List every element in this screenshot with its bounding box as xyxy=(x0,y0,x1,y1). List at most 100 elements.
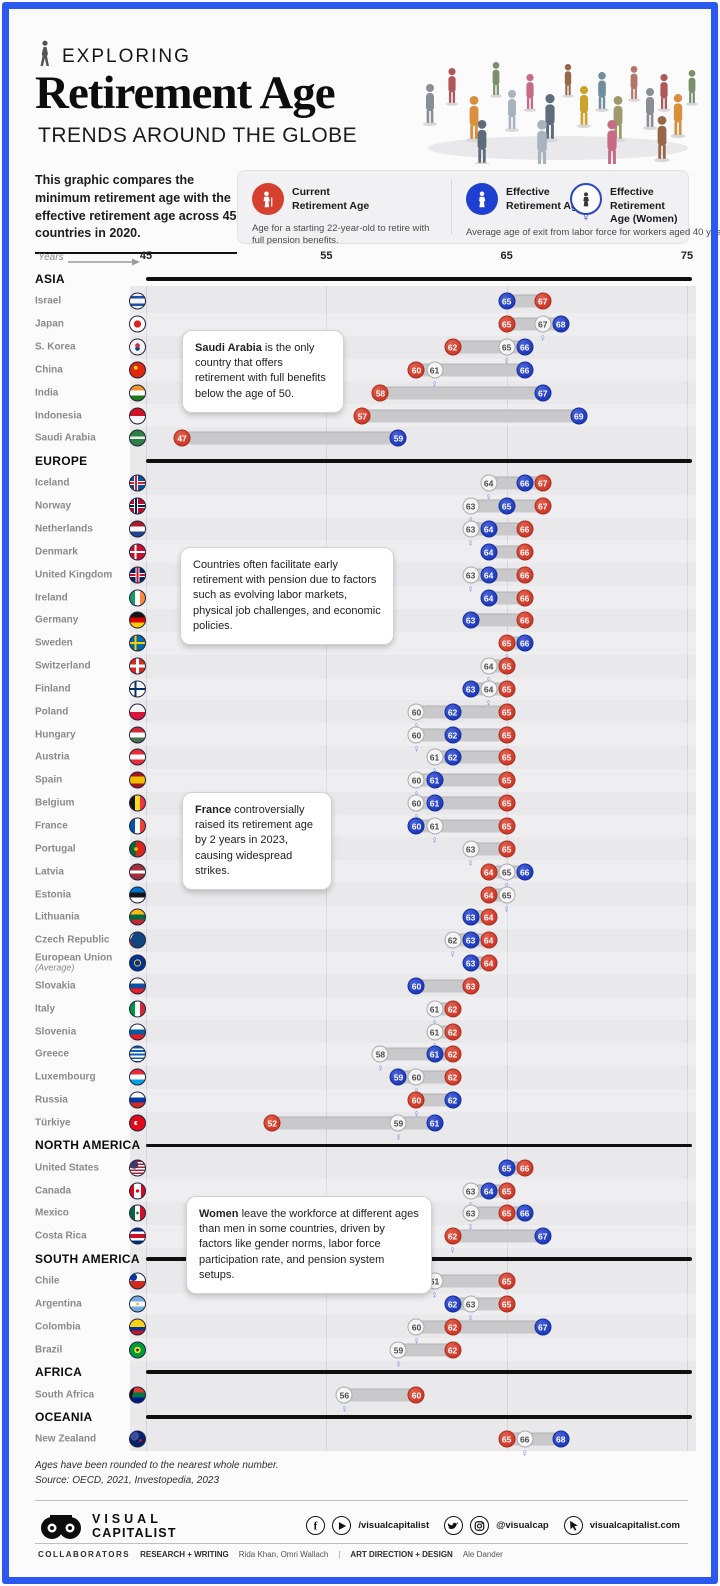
venus-icon: ♀ xyxy=(502,355,511,368)
flag-icon xyxy=(129,1341,146,1359)
range-bar xyxy=(428,1274,513,1288)
marker-women: 66 ♀ xyxy=(516,1430,534,1460)
flag-icon xyxy=(129,931,146,949)
marker-women: 65♀ xyxy=(498,886,516,915)
marker-effective: 66 xyxy=(516,338,534,356)
visual-capitalist-logo: VISUAL CAPITALIST xyxy=(38,1510,177,1542)
instagram-icon[interactable] xyxy=(470,1516,490,1535)
marker-effective: 62 xyxy=(444,1091,462,1109)
axis-label: Years xyxy=(38,252,64,263)
marker-effective: 66 xyxy=(516,361,534,379)
marker-effective: 64 xyxy=(480,1182,498,1200)
cursor-icon[interactable] xyxy=(563,1516,583,1535)
country-row: Czech Republic 62 ♀ 63 64 xyxy=(0,929,720,961)
country-row: Türkiye 52 59 ♀ 61 xyxy=(0,1112,720,1143)
marker-current: 64 xyxy=(480,863,498,881)
footnote-rounding: Ages have been rounded to the nearest wh… xyxy=(35,1460,279,1471)
flag-icon xyxy=(129,384,146,402)
country-label: Poland xyxy=(35,706,69,718)
country-row: Finland 63 64 ♀ 65 xyxy=(0,677,720,709)
section-label: NORTH AMERICA xyxy=(35,1138,141,1153)
marker-current: 65 xyxy=(498,1272,516,1290)
venus-icon: ♀ xyxy=(484,491,493,504)
facebook-icon[interactable]: f xyxy=(306,1516,326,1535)
legend-item-effective: Effective Retirement Age xyxy=(466,183,583,215)
flag-icon xyxy=(129,703,146,721)
marker-effective: 64 xyxy=(480,566,498,584)
flag-icon xyxy=(129,1045,146,1063)
country-row: France 60 61 ♀ 65 xyxy=(0,814,720,846)
social-handle[interactable]: visualcapitalist.com xyxy=(589,1520,680,1531)
marker-current: 67 xyxy=(534,474,552,492)
footnote-source: Source: OECD, 2021, Investopedia, 2023 xyxy=(35,1475,220,1486)
marker-effective: 61 xyxy=(426,794,444,812)
marker-effective: 67 xyxy=(534,384,552,402)
country-label: Belgium xyxy=(35,797,75,809)
marker-effective: 61 xyxy=(426,771,444,789)
flag-icon xyxy=(129,611,146,629)
social-handle[interactable]: /visualcapitalist xyxy=(358,1520,430,1531)
twitter-icon[interactable] xyxy=(444,1516,464,1535)
flag-icon xyxy=(129,589,146,607)
marker-current: 65 xyxy=(498,726,516,744)
flag-icon xyxy=(129,1023,146,1041)
marker-women: 65♀ xyxy=(498,863,516,892)
country-label: Costa Rica xyxy=(35,1230,87,1242)
section-header: NORTH AMERICA xyxy=(0,1134,720,1156)
marker-effective: 63 xyxy=(462,954,480,972)
marker-effective: 66 xyxy=(516,474,534,492)
flag-icon xyxy=(129,338,146,356)
marker-current: 65 xyxy=(498,817,516,835)
range-bar xyxy=(446,1229,549,1243)
marker-current: 65 xyxy=(498,315,516,333)
country-row: United Kingdom 63 ♀ 64 66 xyxy=(0,563,720,595)
marker-effective: 62 xyxy=(444,726,462,744)
marker-current: 62 xyxy=(444,338,462,356)
marker-women: 63♀ xyxy=(462,1295,480,1325)
marker-current: 67 xyxy=(534,292,552,310)
flag-icon xyxy=(129,1000,146,1018)
marker-current: 65 xyxy=(498,703,516,721)
marker-effective: 62 xyxy=(444,748,462,766)
country-label: Brazil xyxy=(35,1344,63,1356)
venus-icon: ♀ xyxy=(484,697,493,710)
country-row: Netherlands 63 ♀ 64 66 xyxy=(0,518,720,550)
marker-effective: 68 xyxy=(552,315,570,333)
marker-women: 64♀ xyxy=(480,680,498,709)
marker-current: 60 ♀ xyxy=(407,1091,425,1121)
credit-role: RESEARCH + WRITING xyxy=(140,1550,229,1559)
range-bar xyxy=(356,409,585,423)
youtube-icon[interactable] xyxy=(332,1516,352,1535)
marker-effective: 63 xyxy=(462,908,480,926)
marker-women: 63♀ xyxy=(462,1182,480,1211)
marker-effective: 60 xyxy=(407,977,425,995)
collaborators-bar: COLLABORATORS RESEARCH + WRITING Rida Kh… xyxy=(38,1550,503,1559)
svg-text:f: f xyxy=(314,1520,318,1532)
marker-women: 62 ♀ xyxy=(444,931,462,961)
country-row: Japan 65 67 ♀ 68 xyxy=(0,312,720,345)
country-label: Austria xyxy=(35,751,70,763)
marker-current: 66 xyxy=(516,566,534,584)
section-header: ASIA xyxy=(0,268,720,290)
marker-current: 63 xyxy=(462,977,480,995)
social-handle[interactable]: @visualcap xyxy=(496,1520,549,1531)
venus-icon: ♀ xyxy=(430,834,439,847)
flag-icon xyxy=(129,977,146,995)
logo-line2: CAPITALIST xyxy=(92,1526,177,1540)
country-row: Spain 60♀61 65 xyxy=(0,768,720,801)
collaborators-divider xyxy=(35,1543,688,1544)
marker-effective: 59 xyxy=(389,429,407,447)
country-label: Luxembourg xyxy=(35,1071,96,1083)
eyebrow: EXPLORING xyxy=(62,46,191,67)
flag-icon xyxy=(129,566,146,584)
country-label: Indonesia xyxy=(35,410,82,422)
marker-current: 62 ♀ xyxy=(444,1227,462,1257)
range-bar xyxy=(464,613,531,627)
marker-current: 47 xyxy=(173,429,191,447)
legend-item-current: Current Retirement Age xyxy=(252,183,369,215)
range-bar xyxy=(410,728,513,742)
marker-current: 64 xyxy=(480,908,498,926)
country-label: Italy xyxy=(35,1003,56,1015)
marker-current: 65 xyxy=(498,771,516,789)
